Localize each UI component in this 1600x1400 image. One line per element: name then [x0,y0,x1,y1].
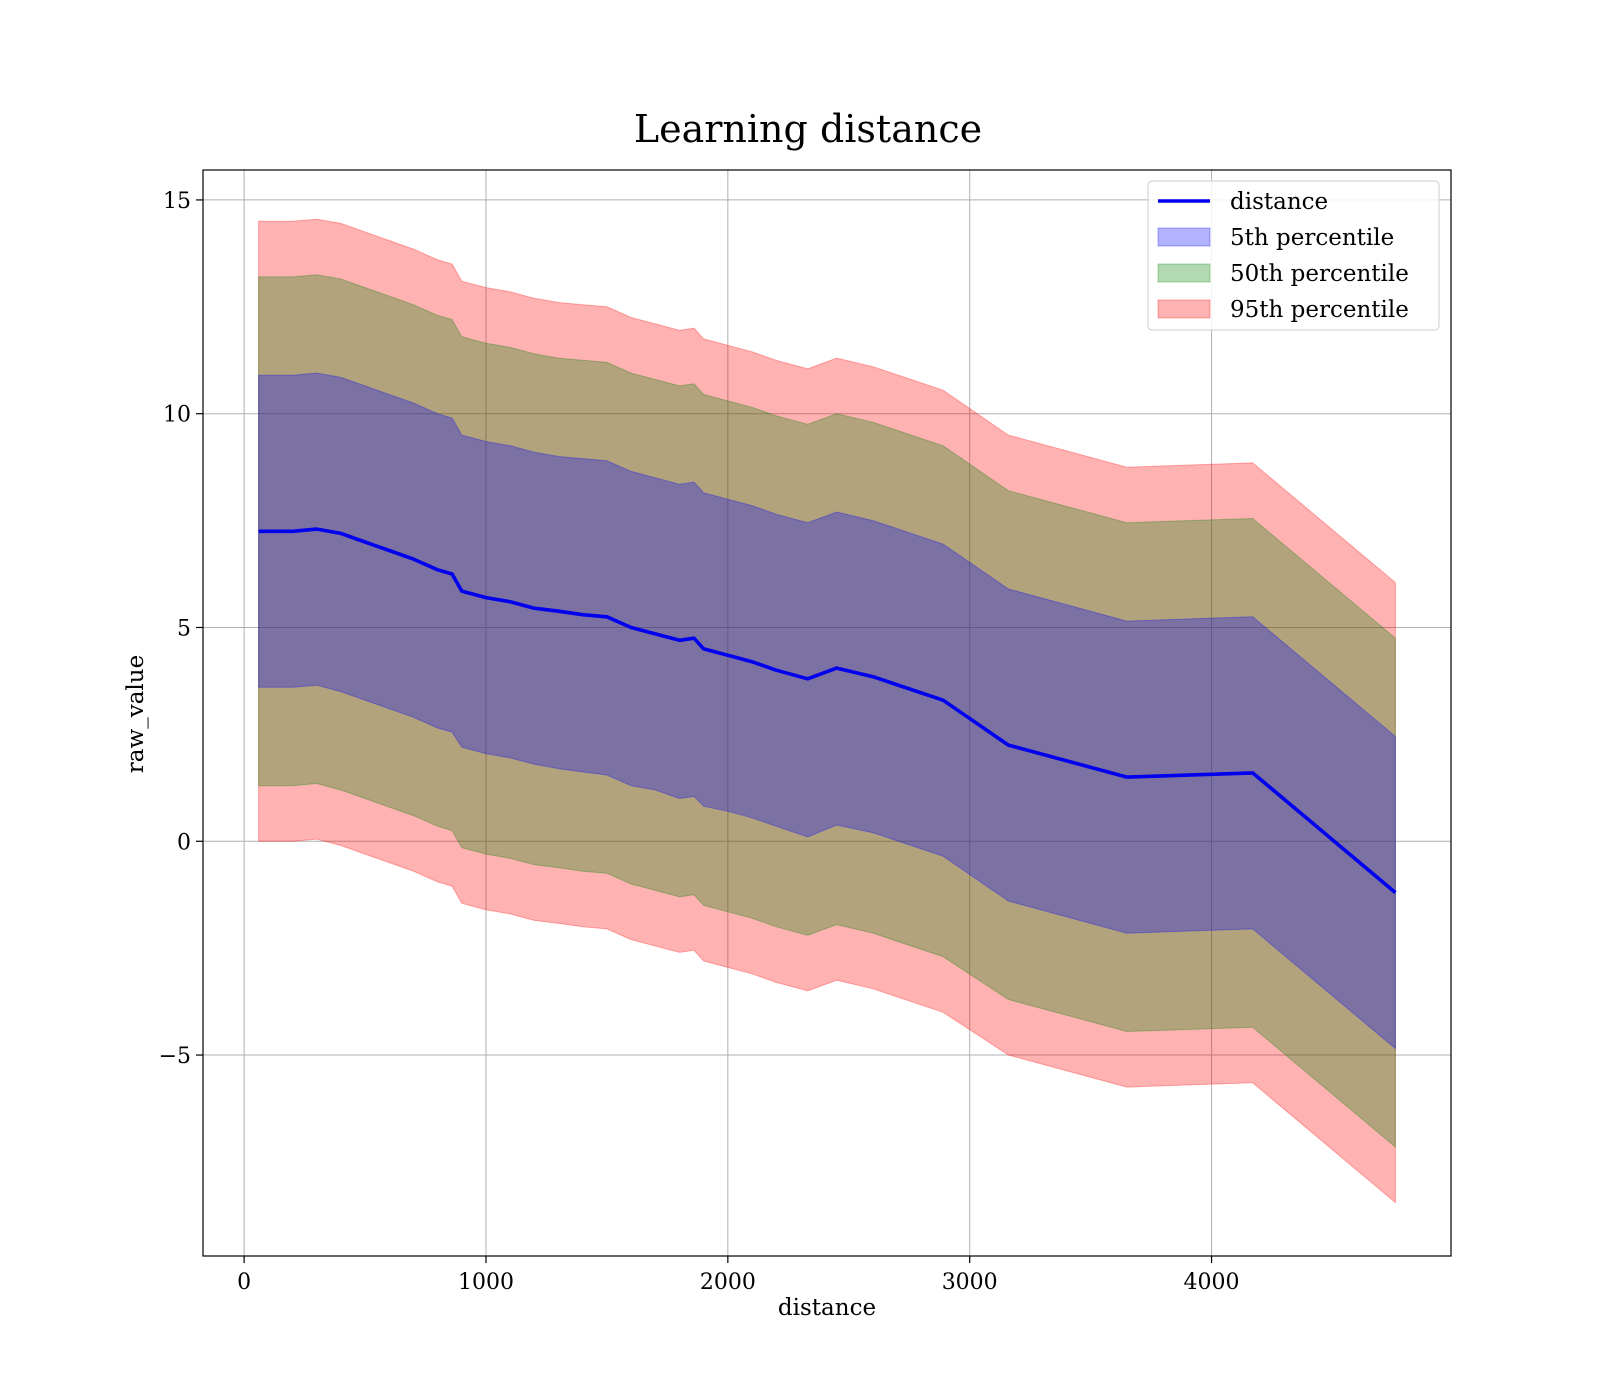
chart-title: Learning distance [634,107,982,151]
legend-swatch-95th-percentile [1157,299,1211,319]
legend-swatch-50th-percentile [1157,263,1211,283]
y-tick-label: 15 [163,189,191,214]
legend-label-50th-percentile: 50th percentile [1230,261,1409,287]
x-ticks: 0 1000 2000 3000 4000 [237,1256,1240,1295]
legend: distance 5th percentile 50th percentile 95t… [1147,180,1440,331]
legend-box [1147,180,1440,331]
x-tick-label: 2000 [700,1270,756,1295]
x-tick-label: 3000 [942,1270,998,1295]
percentile-bands [258,218,1396,1204]
plot-frame [202,169,1452,1257]
y-axis-label: raw_value [123,655,149,773]
band-5th-percentile [258,372,1396,1050]
legend-label-95th-percentile: 95th percentile [1230,297,1409,323]
y-tick-label: 0 [177,830,191,855]
band-50th-percentile [258,274,1396,1149]
legend-label-5th-percentile: 5th percentile [1230,225,1394,251]
x-tick-label: 4000 [1184,1270,1240,1295]
legend-swatch-5th-percentile [1157,227,1211,247]
x-tick-label: 1000 [458,1270,514,1295]
series-lines [258,527,1397,894]
y-ticks: −5 0 5 10 15 [159,189,203,1069]
y-tick-label: 10 [163,403,191,428]
x-axis-label: distance [778,1295,876,1321]
legend-label-distance: distance [1230,189,1328,215]
y-tick-label: 5 [177,616,191,641]
series-line-distance [258,527,1397,894]
x-tick-label: 0 [237,1270,251,1295]
y-tick-label: −5 [159,1044,191,1069]
band-95th-percentile [258,218,1396,1204]
